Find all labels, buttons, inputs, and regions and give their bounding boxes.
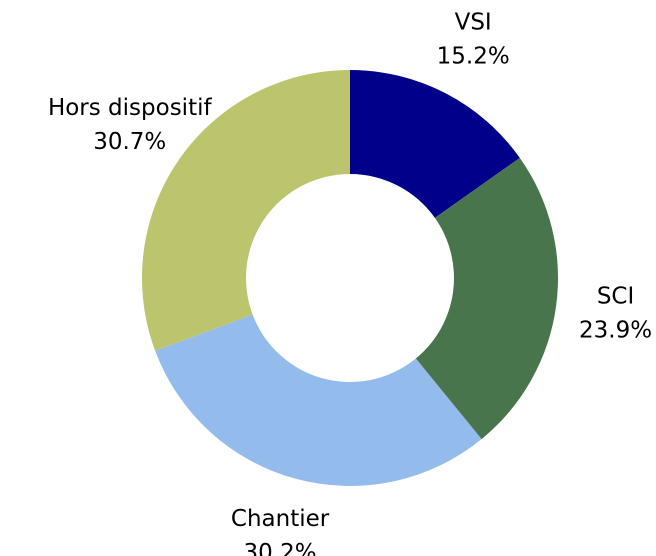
slice-label: Hors dispositif (48, 95, 213, 121)
donut-slice (141, 70, 350, 351)
slice-label: SCI (597, 284, 634, 310)
slice-label: Chantier (231, 506, 330, 532)
donut-slice (155, 314, 482, 487)
slice-value-label: 30.7% (93, 129, 166, 155)
slice-label: VSI (455, 9, 492, 35)
slice-value-label: 15.2% (437, 43, 510, 69)
donut-slice (415, 157, 558, 440)
donut-slice (350, 70, 520, 218)
slice-value-label: 30.2% (244, 540, 317, 556)
slice-value-label: 23.9% (579, 318, 652, 344)
